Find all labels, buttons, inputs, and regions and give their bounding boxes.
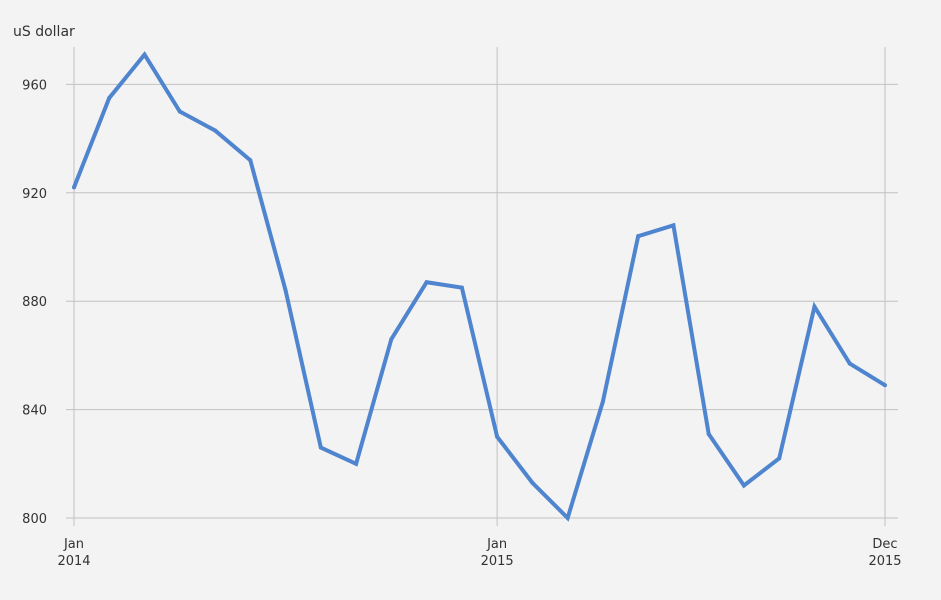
series-line (72, 51, 887, 522)
data-point (177, 109, 182, 114)
y-axis-ticks: 960 920 880 840 800 (22, 78, 47, 527)
data-point (706, 431, 711, 436)
data-point (495, 434, 500, 439)
data-point (671, 223, 676, 228)
data-point (72, 185, 76, 190)
series-layer (72, 51, 887, 522)
data-point (565, 516, 570, 520)
x-tick-label: Jan 2014 (57, 537, 90, 569)
data-point (107, 95, 112, 100)
data-point (600, 399, 605, 404)
x-gridlines (73, 47, 886, 526)
data-point (847, 361, 852, 366)
data-point (459, 285, 464, 290)
data-point (142, 52, 147, 57)
x-axis-ticks: Jan 2014 Jan 2015 Dec 2015 (57, 537, 901, 569)
x-tick-label: Jan 2015 (481, 537, 514, 569)
data-point (777, 456, 782, 461)
y-tick-label: 960 (22, 78, 47, 93)
data-point (318, 445, 323, 450)
x-tick-label: Dec 2015 (868, 537, 901, 569)
data-point (530, 480, 535, 485)
data-point (424, 280, 429, 285)
data-point (213, 128, 218, 133)
y-tick-label: 920 (22, 187, 47, 202)
data-point (354, 461, 359, 466)
y-axis-title: uS dollar (13, 24, 75, 40)
grid (66, 83, 898, 519)
data-point (636, 234, 641, 239)
y-tick-label: 840 (22, 404, 47, 419)
data-point (883, 383, 887, 388)
y-tick-label: 880 (22, 295, 47, 310)
data-point (812, 304, 817, 309)
data-point (248, 158, 253, 163)
y-tick-label: 800 (22, 512, 47, 527)
data-point (389, 337, 394, 342)
data-point (283, 288, 288, 293)
data-point (741, 483, 746, 488)
